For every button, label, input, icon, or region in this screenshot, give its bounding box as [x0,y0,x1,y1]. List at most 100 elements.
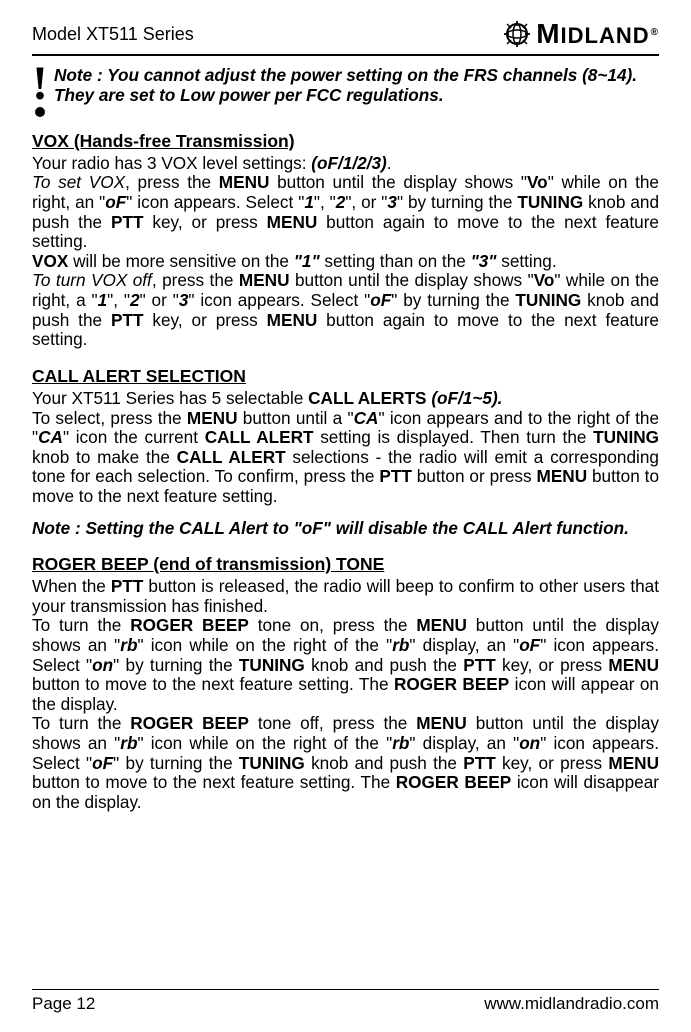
roger-beep-heading: ROGER BEEP (end of transmission) TONE [32,554,659,575]
t: setting than on the [320,251,471,271]
t: TUNING [593,427,659,447]
t: knob and push the [305,753,463,773]
brand-logo: MIDLAND® [502,18,659,50]
t: knob and push the [305,655,463,675]
t: ", or " [345,192,387,212]
t: (oF/1~5). [431,388,502,408]
t: To set VOX [32,172,125,192]
t: To select, press the [32,408,187,428]
t: " icon the current [63,427,205,447]
t: Vo [534,270,555,290]
page-number: Page 12 [32,994,95,1014]
t: MENU [187,408,238,428]
t: PTT [111,212,143,232]
t: MENU [416,615,467,635]
t: setting is displayed. Then turn the [314,427,594,447]
t: CALL ALERT [205,427,314,447]
t: TUNING [239,655,305,675]
t: VOX [32,251,68,271]
t: "1" [294,251,320,271]
t: oF [105,192,126,212]
t: MENU [239,270,290,290]
t: (oF/1/2/3) [311,153,386,173]
brand-name: MIDLAND® [536,18,659,50]
t: ROGER BEEP [130,713,249,733]
roger-beep-body: When the PTT button is released, the rad… [32,577,659,812]
model-title: Model XT511 Series [32,24,194,45]
t: key, or press [496,655,609,675]
t: 1 [98,290,108,310]
t: Vo [527,172,548,192]
t: To turn VOX off [32,270,152,290]
page-container: Model XT511 Series MIDLAND® [0,0,691,1032]
t: MENU [267,310,318,330]
power-note-text: Note : You cannot adjust the power setti… [54,66,659,106]
page-header: Model XT511 Series MIDLAND® [32,18,659,50]
t: " by turning the [113,753,239,773]
t: "3" [471,251,497,271]
exclamation-icon: ! [32,64,48,117]
t: oF [92,753,113,773]
t: button to move to the next feature setti… [32,674,394,694]
t: tone off, press the [249,713,416,733]
t: " display, an " [409,733,519,753]
t: button until the display shows " [269,172,527,192]
t: 2 [130,290,140,310]
brand-letter: M [536,18,560,49]
t: Your XT511 Series has 5 selectable [32,388,308,408]
t: rb [392,635,409,655]
power-note-row: ! Note : You cannot adjust the power set… [32,64,659,117]
t: " icon appears. Select " [126,192,304,212]
t: " icon appears. Select " [188,290,370,310]
call-alert-note: Note : Setting the CALL Alert to "oF" wi… [32,519,659,539]
registered-icon: ® [651,27,659,38]
vox-body: Your radio has 3 VOX level settings: (oF… [32,154,659,350]
t: MENU [608,753,659,773]
t: 1 [304,192,314,212]
t: key, or press [496,753,609,773]
t: To turn the [32,615,130,635]
t: TUNING [517,192,583,212]
roger-beep-section: ROGER BEEP (end of transmission) TONE Wh… [32,554,659,812]
t: tone on, press the [249,615,416,635]
t: " or " [140,290,179,310]
t: " by turning the [397,192,517,212]
t: PTT [379,466,411,486]
t: CA [38,427,63,447]
t: rb [120,635,137,655]
t: MENU [608,655,659,675]
t: MENU [267,212,318,232]
call-alert-section: CALL ALERT SELECTION Your XT511 Series h… [32,366,659,538]
t: " by turning the [391,290,515,310]
t: " icon while on the right of the " [137,733,392,753]
t: PTT [463,753,495,773]
t: MENU [219,172,270,192]
t: . [387,153,392,173]
t: , press the [125,172,219,192]
t: TUNING [239,753,305,773]
t: PTT [111,310,143,330]
t: oF [519,635,540,655]
t: To turn the [32,713,130,733]
t: rb [392,733,409,753]
t: CALL ALERT [177,447,286,467]
t: MENU [416,713,467,733]
t: knob to make the [32,447,177,467]
t: button until the display shows " [290,270,534,290]
globe-icon [502,19,532,49]
t: ROGER BEEP [394,674,509,694]
vox-heading: VOX (Hands-free Transmission) [32,131,659,152]
t: " icon while on the right of the " [137,635,392,655]
vox-section: VOX (Hands-free Transmission) Your radio… [32,131,659,350]
t: ROGER BEEP [396,772,511,792]
t: 3 [179,290,189,310]
footer-divider [32,989,659,990]
t: ", " [107,290,130,310]
t: button or press [412,466,537,486]
t: on [519,733,540,753]
page-footer: Page 12 www.midlandradio.com [32,989,659,1014]
header-divider [32,54,659,56]
t: key, or press [143,212,266,232]
t: button until a " [238,408,354,428]
t: 3 [387,192,397,212]
